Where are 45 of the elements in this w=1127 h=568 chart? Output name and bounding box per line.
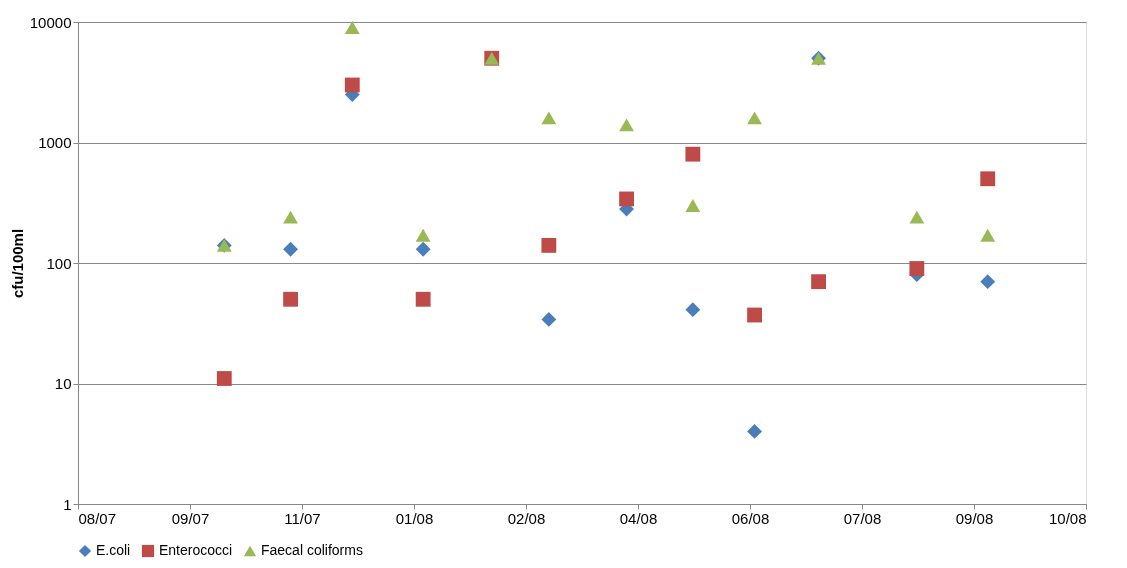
point [747, 111, 762, 125]
point [541, 111, 557, 125]
point [909, 261, 925, 276]
point [344, 77, 360, 93]
x-tick-label: 11/07 [284, 509, 321, 527]
x-tick-label: 07/08 [843, 509, 882, 527]
x-tick-label: 06/08 [731, 509, 770, 527]
point [685, 146, 701, 162]
y-tick-label: 1 [63, 495, 72, 513]
legend-label: E.coli [96, 542, 131, 558]
point [685, 199, 701, 212]
x-tick-label: 09/07 [171, 509, 210, 527]
x-tick-label: 09/08 [955, 509, 994, 527]
x-tick-label: 04/08 [619, 509, 658, 527]
point [980, 228, 996, 242]
point [415, 291, 431, 307]
x-tick-label: 08/07 [78, 509, 117, 527]
point [216, 371, 232, 386]
point [541, 312, 557, 327]
y-tick-label: 1000 [38, 134, 72, 151]
point [747, 307, 762, 323]
point [980, 171, 996, 187]
x-tick-label: 01/08 [395, 509, 434, 527]
y-tick-label: 10000 [29, 13, 72, 31]
y-axis-title: cfu/100ml [8, 228, 26, 299]
point [619, 118, 634, 132]
point [747, 424, 762, 439]
legend-label: Enterococci [159, 542, 233, 558]
point [283, 291, 298, 307]
point [283, 241, 298, 257]
point [685, 302, 701, 318]
point [909, 210, 925, 224]
point [344, 21, 360, 34]
x-tick-label: 10/08 [1048, 509, 1087, 527]
point [415, 241, 431, 257]
point [619, 191, 634, 207]
point [980, 274, 996, 290]
x-tick-label: 02/08 [507, 509, 546, 527]
point [415, 228, 431, 242]
point [541, 237, 557, 253]
y-tick-label: 100 [46, 254, 72, 272]
point [811, 274, 826, 290]
y-tick-label: 10 [54, 375, 72, 392]
point [283, 210, 298, 224]
legend-label: Faecal coliforms [261, 542, 363, 558]
